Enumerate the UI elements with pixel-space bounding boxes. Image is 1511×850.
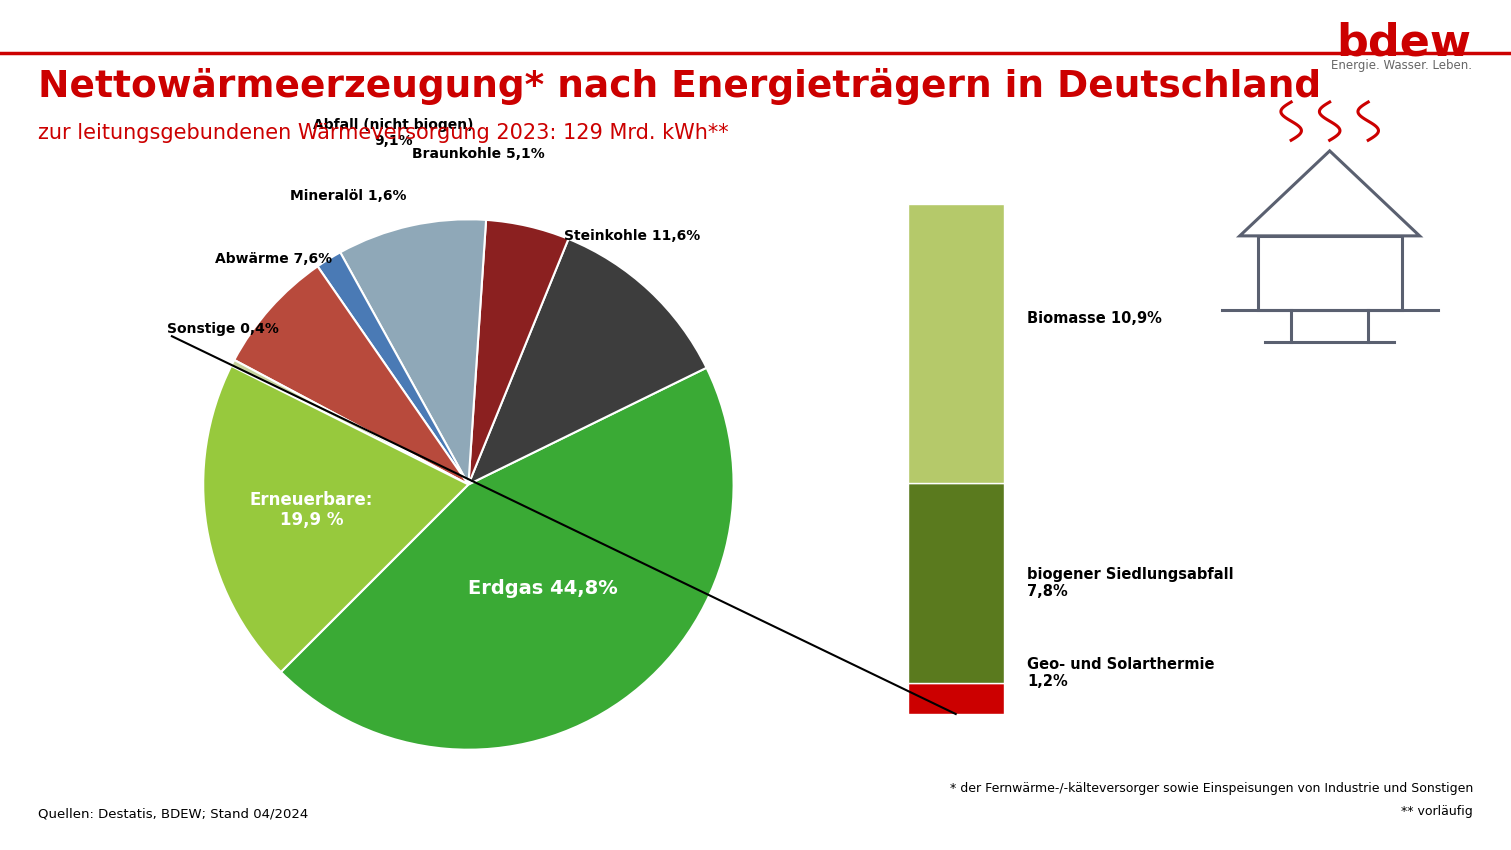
Text: Braunkohle 5,1%: Braunkohle 5,1% [413,147,545,161]
Wedge shape [468,220,568,484]
Text: Erdgas 44,8%: Erdgas 44,8% [467,579,618,598]
Wedge shape [202,366,468,672]
Text: Steinkohle 11,6%: Steinkohle 11,6% [564,230,700,243]
Text: Quellen: Destatis, BDEW; Stand 04/2024: Quellen: Destatis, BDEW; Stand 04/2024 [38,808,308,820]
Wedge shape [317,252,468,484]
Text: Mineralöl 1,6%: Mineralöl 1,6% [290,189,406,203]
Text: Abwärme 7,6%: Abwärme 7,6% [215,252,332,266]
Bar [908,683,1003,714]
Text: biogener Siedlungsabfall
7,8%: biogener Siedlungsabfall 7,8% [1027,567,1234,599]
Bar [908,204,1003,484]
Text: ** vorläufig: ** vorläufig [1402,805,1473,818]
Wedge shape [234,266,468,484]
Text: zur leitungsgebundenen Wärmeversorgung 2023: 129 Mrd. kWh**: zur leitungsgebundenen Wärmeversorgung 2… [38,123,728,144]
Text: Biomasse 10,9%: Biomasse 10,9% [1027,310,1162,326]
Wedge shape [468,239,707,484]
Wedge shape [340,219,487,484]
Wedge shape [231,360,468,484]
Text: Sonstige 0,4%: Sonstige 0,4% [166,322,278,336]
Bar [908,484,1003,683]
Text: Abfall (nicht biogen)
9,1%: Abfall (nicht biogen) 9,1% [313,118,474,148]
Text: bdew: bdew [1337,21,1472,65]
Text: Energie. Wasser. Leben.: Energie. Wasser. Leben. [1331,60,1472,72]
Wedge shape [281,368,734,750]
Text: Nettowärmeerzeugung* nach Energieträgern in Deutschland: Nettowärmeerzeugung* nach Energieträgern… [38,68,1321,105]
Text: * der Fernwärme-/-kälteversorger sowie Einspeisungen von Industrie und Sonstigen: * der Fernwärme-/-kälteversorger sowie E… [950,782,1473,795]
Text: Geo- und Solarthermie
1,2%: Geo- und Solarthermie 1,2% [1027,657,1215,689]
Text: Erneuerbare:
19,9 %: Erneuerbare: 19,9 % [249,490,373,530]
